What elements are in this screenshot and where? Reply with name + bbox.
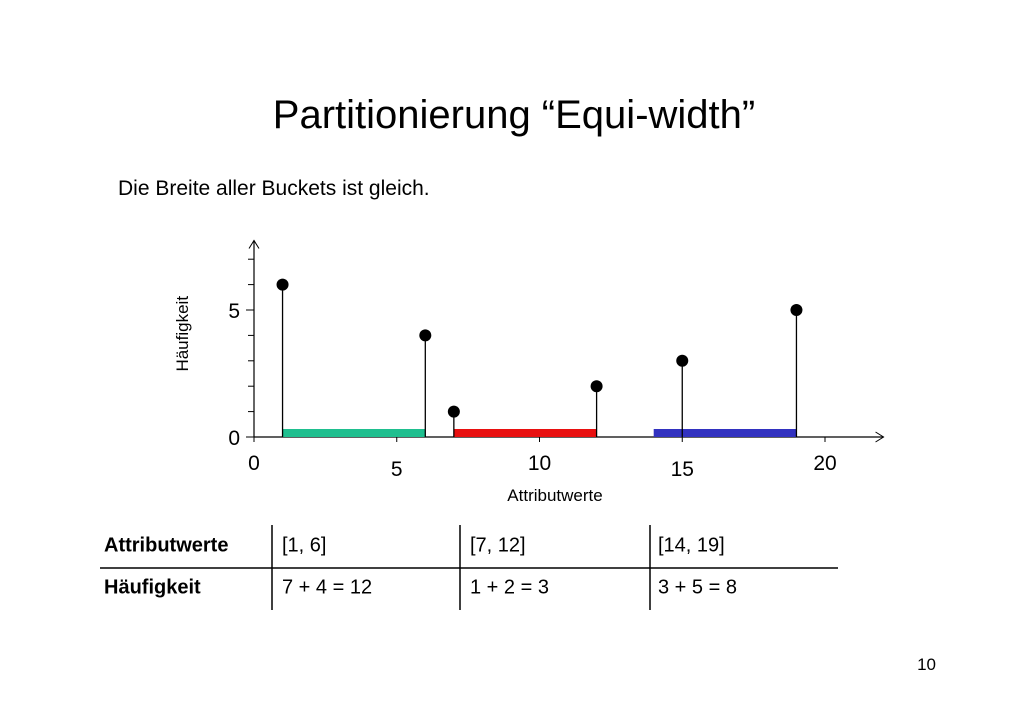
- table-cell: [1, 6]: [282, 534, 326, 556]
- x-tick-label: 5: [391, 458, 403, 481]
- table-cell: Häufigkeit: [104, 576, 201, 598]
- bucket: [282, 429, 426, 437]
- table: Attributwerte [1, 6] [7, 12] [14, 19] Häufig…: [100, 525, 838, 610]
- stem-dot: [676, 354, 689, 367]
- x-axis-label: Attributwerte: [507, 486, 602, 505]
- y-tick-label: 0: [228, 427, 240, 450]
- y-axis-label: Häufigkeit: [173, 296, 192, 372]
- table-cell: [7, 12]: [470, 534, 526, 556]
- x-tick-label: 10: [528, 452, 551, 475]
- x-tick-label: 20: [813, 452, 836, 475]
- stem-dot: [590, 380, 603, 393]
- x-tick-label: 0: [248, 452, 260, 475]
- bucket: [653, 429, 797, 437]
- stem-dot: [447, 405, 460, 418]
- stem-dot: [790, 304, 803, 316]
- x-axis-arrow: [875, 431, 885, 443]
- stem-dot: [419, 329, 432, 342]
- table-cell: Attributwerte: [104, 534, 228, 556]
- subtitle: Die Breite aller Buckets ist gleich.: [118, 177, 430, 200]
- x-tick-label: 15: [671, 458, 694, 481]
- table-cell: 1 + 2 = 3: [470, 576, 549, 598]
- bucket: [453, 429, 597, 437]
- stem-dot: [276, 278, 289, 291]
- table-cell: 3 + 5 = 8: [658, 576, 737, 598]
- table-cell: 7 + 4 = 12: [282, 576, 372, 598]
- title: Partitionierung “Equi-width”: [273, 93, 755, 137]
- page-number: 10: [917, 655, 936, 674]
- y-axis-arrow: [248, 239, 260, 249]
- table-cell: [14, 19]: [658, 534, 725, 556]
- y-tick-label: 5: [228, 300, 240, 323]
